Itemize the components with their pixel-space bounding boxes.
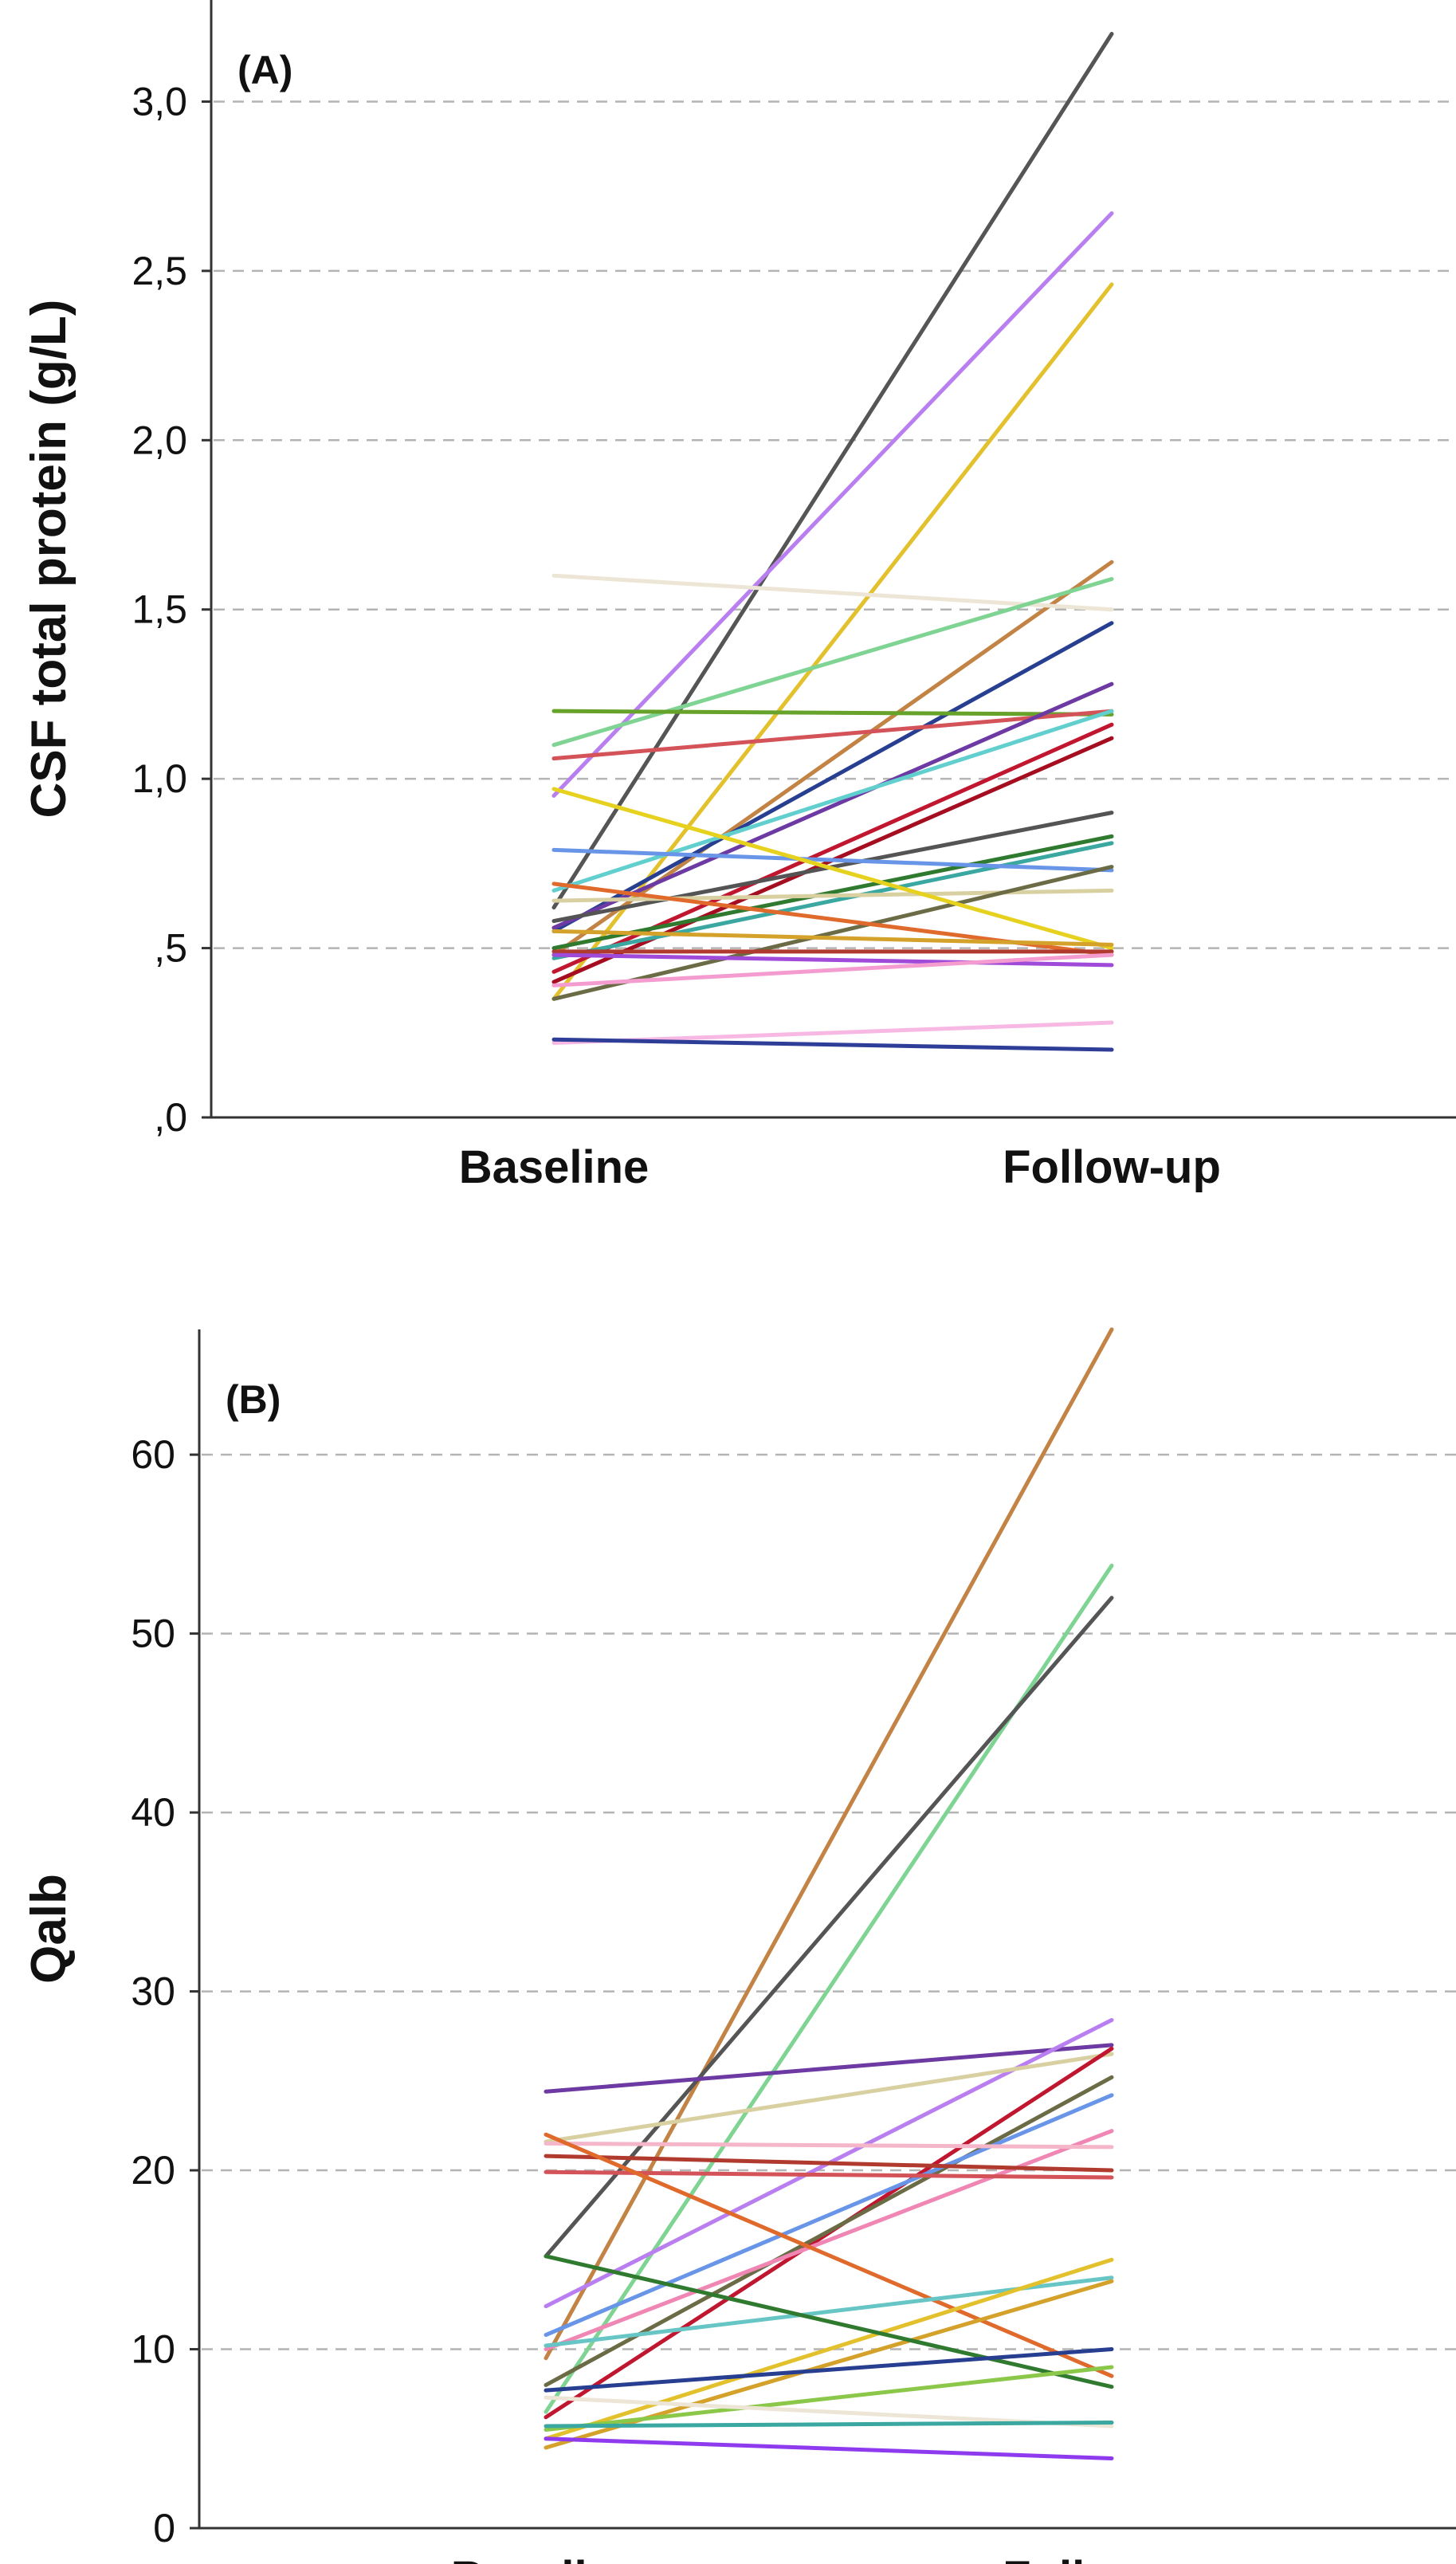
panel-b-y-tick-label-5: 50 <box>131 1612 175 1656</box>
panel-b-panel-label: (B) <box>226 1377 281 1422</box>
panel-a-x-category-label-1: Follow-up <box>1003 1141 1221 1193</box>
panel-a-chart: ,0 ,5 1,0 1,5 2,0 2,5 3,0 Baseline Follow-up CSF … <box>22 0 1456 1193</box>
panel-b-series-line-18 <box>544 2254 1114 2389</box>
panel-a-series-line-25 <box>551 952 1114 988</box>
panel-b-y-tick-label-3: 30 <box>131 1969 175 2014</box>
panel-a-series-line-19 <box>551 865 1114 1001</box>
panel-a-y-tick-label-3: 1,5 <box>131 587 187 632</box>
panel-a-y-tick-label-6: 3,0 <box>131 79 187 124</box>
panel-a-series-line-7 <box>551 621 1114 933</box>
panel-b-series-line-4 <box>544 2043 1114 2094</box>
panel-a-panel-label: (A) <box>237 48 292 92</box>
panel-b-series-line-6 <box>544 2052 1114 2144</box>
panel-a-series-group <box>551 31 1114 1052</box>
panel-a-series-line-16 <box>551 841 1114 960</box>
panel-a-series-line-10 <box>551 681 1114 930</box>
panel-a-y-tick-label-5: 2,5 <box>131 249 187 293</box>
panel-a-y-tick-label-4: 2,0 <box>131 418 187 462</box>
panel-b-y-tick-label-2: 20 <box>131 2148 175 2193</box>
panel-b-series-line-16 <box>544 2257 1114 2441</box>
panel-a-series-line-20 <box>551 787 1114 951</box>
panel-b-series-line-22 <box>544 2421 1114 2429</box>
panel-a-series-line-27 <box>551 1037 1114 1052</box>
panel-b-x-category-label-0: Baseline <box>451 2552 642 2564</box>
panel-b-series-line-19 <box>544 2347 1114 2393</box>
panel-a-series-line-5 <box>551 573 1114 612</box>
panel-b-y-tick-label-6: 60 <box>131 1432 175 1477</box>
panel-b-series-line-12 <box>544 2154 1114 2173</box>
panel-b-series-line-11 <box>544 2141 1114 2150</box>
panel-a-series-line-2 <box>551 211 1114 798</box>
panel-b-x-category-label-1: Follow-up <box>1003 2552 1221 2564</box>
panel-a-series-line-22 <box>551 929 1114 947</box>
panel-a-series-line-9 <box>551 709 1114 761</box>
panel-b-series-line-20 <box>544 2365 1114 2432</box>
panel-b-y-axis-title: Qalb <box>22 1874 77 1984</box>
panel-b-series-line-3 <box>544 1596 1114 2259</box>
panel-a-x-category-label-0: Baseline <box>459 1141 650 1193</box>
panel-a-series-line-18 <box>551 888 1114 903</box>
panel-a-y-tick-label-2: 1,0 <box>131 756 187 801</box>
panel-a-series-line-8 <box>551 709 1114 717</box>
panel-b-series-line-1 <box>544 1327 1114 2361</box>
panel-b-y-tick-label-0: 0 <box>153 2506 175 2550</box>
panel-b-y-tick-label-4: 40 <box>131 1790 175 1835</box>
panel-b-y-tick-label-1: 10 <box>131 2327 175 2372</box>
panel-a-y-axis-title: CSF total protein (g/L) <box>22 300 77 819</box>
panel-a-series-line-24 <box>551 952 1114 968</box>
panel-b-series-line-23 <box>544 2436 1114 2460</box>
panel-b-series-group <box>544 1327 1114 2460</box>
panel-a-series-line-1 <box>551 31 1114 910</box>
panel-a-y-tick-label-0: ,0 <box>154 1095 187 1140</box>
panel-b-chart: 0 10 20 30 40 50 60 Baseline Follow-up Qalb (B) <box>22 1327 1456 2564</box>
panel-a-series-line-15 <box>551 834 1114 951</box>
panel-a-series-line-6 <box>551 576 1114 748</box>
panel-a-series-line-17 <box>551 847 1114 873</box>
panel-a-y-tick-label-1: ,5 <box>154 926 187 971</box>
panel-a-series-line-11 <box>551 709 1114 893</box>
panel-b-series-line-9 <box>544 2093 1114 2338</box>
panel-b-series-line-14 <box>544 2132 1114 2378</box>
panel-a-series-line-4 <box>551 560 1114 957</box>
